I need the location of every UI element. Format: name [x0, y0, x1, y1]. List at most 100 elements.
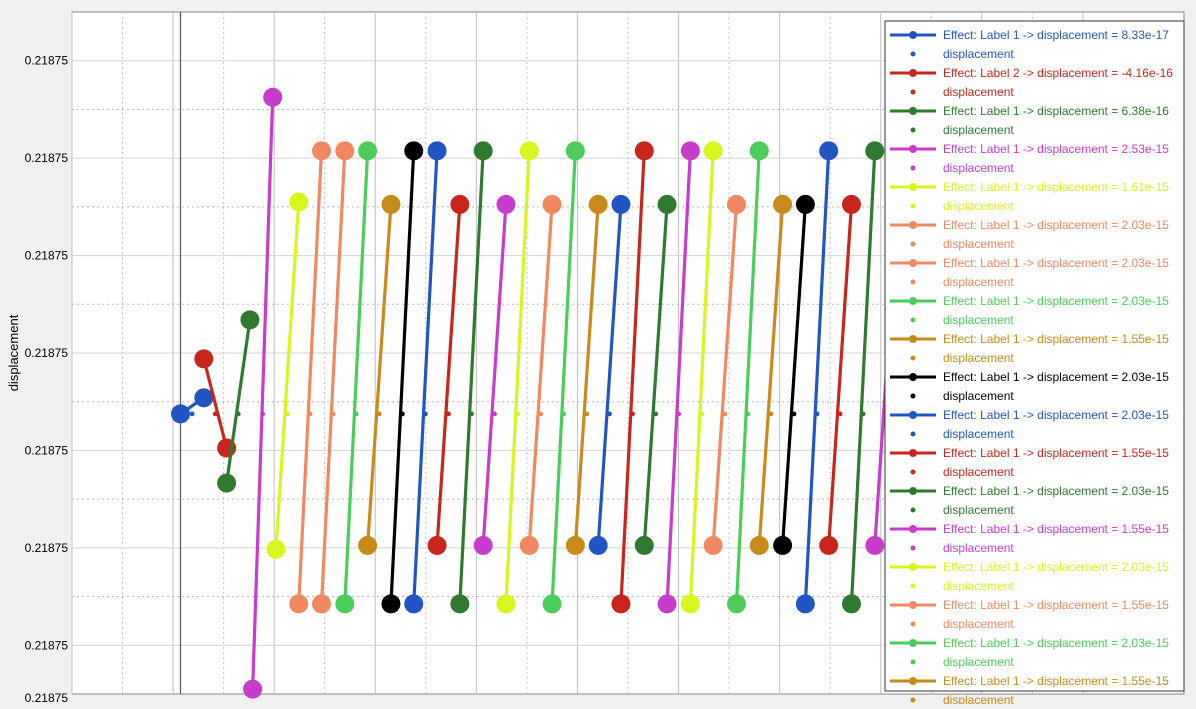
data-point[interactable]: [170, 404, 190, 424]
series-line: [527, 204, 554, 546]
data-point[interactable]: [404, 141, 424, 161]
series-line: [366, 204, 393, 546]
data-point[interactable]: [773, 535, 793, 555]
data-point[interactable]: [266, 539, 286, 559]
data-point[interactable]: [749, 141, 769, 161]
data-point[interactable]: [865, 535, 885, 555]
legend-item[interactable]: Effect: Label 1 -> displacement = 6.38e-…: [890, 104, 1169, 137]
data-point[interactable]: [519, 141, 539, 161]
data-point[interactable]: [450, 194, 470, 214]
series-27: [773, 194, 815, 555]
series-5: [266, 192, 309, 559]
data-point[interactable]: [473, 535, 493, 555]
series-line: [665, 150, 692, 604]
legend-item[interactable]: Effect: Label 1 -> displacement = 1.55e-…: [890, 446, 1169, 479]
series-line: [274, 201, 301, 550]
data-point[interactable]: [217, 473, 237, 493]
data-point[interactable]: [588, 535, 608, 555]
data-point[interactable]: [588, 194, 608, 214]
y-tick-label: 0.21875: [25, 249, 69, 263]
legend-label: Effect: Label 1 -> displacement = 1.55e-…: [943, 522, 1169, 536]
data-point[interactable]: [243, 679, 263, 699]
data-point[interactable]: [773, 194, 793, 214]
data-point[interactable]: [680, 594, 700, 614]
data-point[interactable]: [542, 194, 562, 214]
data-point[interactable]: [404, 594, 424, 614]
data-point[interactable]: [289, 594, 309, 614]
legend-item[interactable]: Effect: Label 1 -> displacement = 2.03e-…: [890, 294, 1169, 327]
legend[interactable]: Effect: Label 1 -> displacement = 8.33e-…: [884, 20, 1185, 707]
data-point[interactable]: [358, 535, 378, 555]
data-point[interactable]: [703, 141, 723, 161]
baseline-point: [330, 411, 336, 417]
data-point[interactable]: [565, 141, 585, 161]
data-point[interactable]: [657, 594, 677, 614]
data-point[interactable]: [611, 194, 631, 214]
legend-label: Effect: Label 1 -> displacement = 1.55e-…: [943, 332, 1169, 346]
y-axis: 0.21875 0.21875 0.21875 0.21875 0.21875 0.218…: [25, 54, 69, 705]
legend-item[interactable]: Effect: Label 1 -> displacement = 2.03e-…: [890, 256, 1169, 289]
legend-item[interactable]: Effect: Label 1 -> displacement = 2.03e-…: [890, 636, 1169, 669]
data-point[interactable]: [865, 141, 885, 161]
data-point[interactable]: [496, 594, 516, 614]
data-point[interactable]: [819, 535, 839, 555]
series-23: [680, 141, 723, 614]
data-point[interactable]: [194, 388, 214, 408]
legend-item[interactable]: Effect: Label 1 -> displacement = 1.61e-…: [890, 180, 1169, 213]
data-point[interactable]: [680, 141, 700, 161]
data-point[interactable]: [194, 349, 214, 369]
data-point[interactable]: [542, 594, 562, 614]
data-point[interactable]: [240, 310, 260, 330]
data-point[interactable]: [819, 141, 839, 161]
series-19: [588, 194, 631, 555]
data-point[interactable]: [841, 194, 861, 214]
data-point[interactable]: [427, 535, 447, 555]
data-point[interactable]: [519, 535, 539, 555]
data-point[interactable]: [611, 594, 631, 614]
legend-label: Effect: Label 1 -> displacement = 2.03e-…: [943, 560, 1169, 574]
legend-sublabel: displacement: [943, 275, 1014, 289]
legend-item[interactable]: Effect: Label 1 -> displacement = 1.55e-…: [890, 598, 1169, 631]
data-point[interactable]: [657, 194, 677, 214]
series-line: [619, 150, 646, 604]
data-point[interactable]: [841, 594, 861, 614]
data-point[interactable]: [795, 194, 815, 214]
data-point[interactable]: [473, 141, 493, 161]
legend-item[interactable]: Effect: Label 1 -> displacement = 2.03e-…: [890, 408, 1169, 441]
data-point[interactable]: [312, 141, 332, 161]
data-point[interactable]: [335, 594, 355, 614]
legend-item[interactable]: Effect: Label 2 -> displacement = -4.16e…: [890, 66, 1173, 99]
data-point[interactable]: [335, 141, 355, 161]
data-point[interactable]: [427, 141, 447, 161]
legend-item[interactable]: Effect: Label 1 -> displacement = 2.03e-…: [890, 484, 1169, 517]
data-point[interactable]: [289, 192, 309, 212]
data-point[interactable]: [749, 535, 769, 555]
data-point[interactable]: [358, 141, 378, 161]
data-point[interactable]: [634, 141, 654, 161]
data-point[interactable]: [263, 87, 283, 107]
legend-item[interactable]: Effect: Label 1 -> displacement = 2.03e-…: [890, 370, 1169, 403]
series-line: [573, 204, 600, 546]
series-line: [297, 150, 324, 604]
data-point[interactable]: [795, 594, 815, 614]
data-point[interactable]: [726, 594, 746, 614]
data-point[interactable]: [565, 535, 585, 555]
legend-sublabel: displacement: [943, 655, 1014, 669]
data-point[interactable]: [634, 535, 654, 555]
legend-item[interactable]: Effect: Label 1 -> displacement = 8.33e-…: [890, 28, 1169, 61]
legend-item[interactable]: Effect: Label 1 -> displacement = 1.55e-…: [890, 522, 1169, 555]
data-point[interactable]: [312, 594, 332, 614]
data-point[interactable]: [703, 535, 723, 555]
data-point[interactable]: [450, 594, 470, 614]
data-point[interactable]: [496, 194, 516, 214]
legend-marker: [909, 145, 917, 153]
legend-item[interactable]: Effect: Label 1 -> displacement = 2.03e-…: [890, 560, 1169, 593]
legend-item[interactable]: Effect: Label 1 -> displacement = 2.53e-…: [890, 142, 1169, 175]
data-point[interactable]: [381, 194, 401, 214]
legend-item[interactable]: Effect: Label 1 -> displacement = 2.03e-…: [890, 218, 1169, 251]
legend-item[interactable]: Effect: Label 1 -> displacement = 1.55e-…: [890, 332, 1169, 365]
data-point[interactable]: [726, 194, 746, 214]
baseline-point: [235, 411, 241, 417]
data-point[interactable]: [381, 594, 401, 614]
